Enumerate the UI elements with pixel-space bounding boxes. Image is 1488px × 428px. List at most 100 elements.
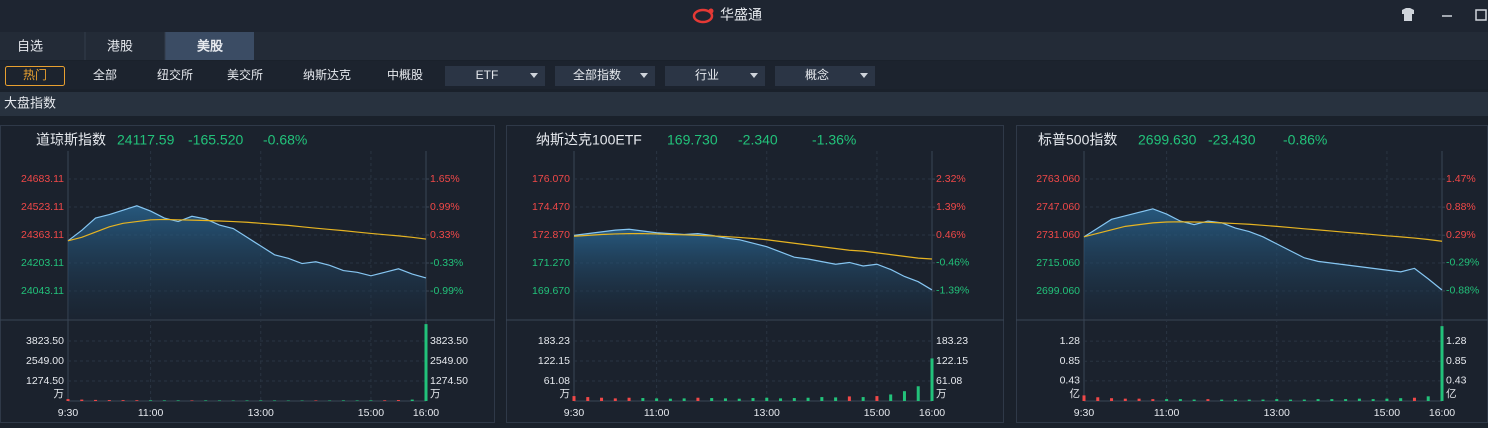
volume-bar	[655, 398, 658, 401]
dropdown-label[interactable]: 行业	[695, 68, 719, 82]
volume-bar	[163, 400, 166, 401]
filter[interactable]: 热门	[23, 67, 47, 82]
y2-tick-label: 2.32%	[936, 173, 966, 185]
volume-bar	[1344, 399, 1347, 401]
volume-bar	[793, 398, 796, 401]
volume-bar	[1179, 399, 1182, 401]
volume-bar	[1083, 395, 1086, 401]
volume-tick-label: 2549.00	[430, 355, 468, 367]
index-change: -2.340	[738, 132, 778, 148]
y2-tick-label: -0.46%	[936, 257, 969, 269]
volume-bar	[1262, 400, 1265, 401]
volume-tick-label: 3823.50	[430, 335, 468, 347]
volume-tick-label: 183.23	[936, 335, 968, 347]
volume-bar	[1427, 396, 1430, 401]
volume-bar	[342, 400, 345, 401]
x-tick-label: 11:00	[138, 407, 164, 419]
volume-bar	[1234, 400, 1237, 401]
volume-bar	[641, 398, 644, 401]
volume-unit: 万	[430, 388, 441, 400]
x-tick-label: 13:00	[754, 407, 780, 419]
volume-bar	[1413, 398, 1416, 401]
y-tick-label: 24203.11	[21, 257, 64, 269]
x-tick-label: 9:30	[58, 407, 79, 419]
dropdown-label[interactable]: 全部指数	[573, 67, 621, 82]
volume-bar	[177, 400, 180, 401]
index-price: 2699.630	[1138, 132, 1197, 148]
volume-bar	[190, 400, 193, 401]
volume-bar	[246, 400, 249, 401]
volume-bar	[383, 400, 386, 401]
x-tick-label: 11:00	[644, 407, 670, 419]
y2-tick-label: 0.29%	[1446, 229, 1476, 241]
x-tick-label: 9:30	[564, 407, 585, 419]
filter[interactable]: 美交所	[227, 67, 263, 82]
index-change: -23.430	[1208, 132, 1256, 148]
y-tick-label: 169.670	[532, 285, 570, 297]
x-tick-label: 16:00	[1429, 407, 1455, 419]
filter[interactable]: 纳斯达克	[303, 68, 351, 82]
volume-bar	[425, 324, 428, 401]
volume-bar	[369, 400, 372, 401]
tab[interactable]: 自选	[17, 38, 43, 53]
y2-tick-label: -0.88%	[1446, 285, 1479, 297]
index-price: 24117.59	[117, 132, 175, 148]
y2-tick-label: 0.46%	[936, 229, 966, 241]
volume-bar	[108, 400, 111, 401]
y2-tick-label: -1.39%	[936, 285, 969, 297]
volume-bar	[1220, 400, 1223, 401]
y-tick-label: 24523.11	[21, 201, 64, 213]
section-title: 大盘指数	[4, 95, 56, 110]
y-tick-label: 2731.060	[1036, 229, 1080, 241]
x-tick-label: 13:00	[1264, 407, 1290, 419]
x-tick-label: 11:00	[1154, 407, 1180, 419]
volume-tick-label: 0.43	[1446, 375, 1467, 387]
volume-bar	[889, 394, 892, 401]
volume-bar	[1138, 399, 1141, 401]
volume-bar	[738, 399, 741, 401]
volume-unit: 万	[560, 388, 571, 400]
y-tick-label: 172.870	[532, 229, 570, 241]
y-tick-label: 174.470	[532, 201, 570, 213]
volume-bar	[1372, 399, 1375, 401]
index-name: 道琼斯指数	[36, 132, 106, 148]
filter[interactable]: 全部	[93, 67, 117, 82]
volume-tick-label: 61.08	[936, 375, 962, 387]
volume-bar	[80, 400, 83, 401]
volume-unit: 万	[54, 388, 65, 400]
y-tick-label: 24683.11	[21, 173, 64, 185]
section-bar	[0, 92, 1488, 116]
y-tick-label: 24043.11	[21, 285, 64, 297]
volume-bar	[356, 400, 359, 401]
x-tick-label: 15:00	[1374, 407, 1400, 419]
volume-bar	[1248, 400, 1251, 401]
volume-tick-label: 0.85	[1446, 355, 1467, 367]
volume-bar	[779, 398, 782, 401]
volume-bar	[273, 400, 276, 401]
volume-bar	[1275, 399, 1278, 401]
index-name: 标普500指数	[1038, 132, 1117, 148]
tab[interactable]: 港股	[107, 38, 133, 53]
index-change-pct: -0.86%	[1283, 132, 1327, 148]
volume-bar	[149, 400, 152, 401]
volume-tick-label: 0.43	[1060, 375, 1081, 387]
volume-bar	[135, 400, 138, 401]
volume-tick-label: 3823.50	[26, 335, 64, 347]
dropdown-label[interactable]: 概念	[805, 67, 829, 82]
filter[interactable]: 中概股	[387, 67, 423, 82]
volume-bar	[1303, 400, 1306, 401]
y-tick-label: 2747.060	[1036, 201, 1080, 213]
volume-bar	[397, 400, 400, 401]
volume-bar	[614, 398, 617, 401]
tab-active[interactable]: 美股	[197, 38, 223, 53]
volume-tick-label: 0.85	[1060, 355, 1081, 367]
dropdown-label[interactable]: ETF	[476, 68, 499, 82]
volume-bar	[1096, 397, 1099, 401]
volume-tick-label: 122.15	[538, 355, 570, 367]
y-tick-label: 2699.060	[1036, 285, 1080, 297]
volume-bar	[903, 391, 906, 401]
volume-bar	[1441, 326, 1444, 401]
filter[interactable]: 纽交所	[157, 67, 193, 82]
volume-bar	[1165, 399, 1168, 401]
